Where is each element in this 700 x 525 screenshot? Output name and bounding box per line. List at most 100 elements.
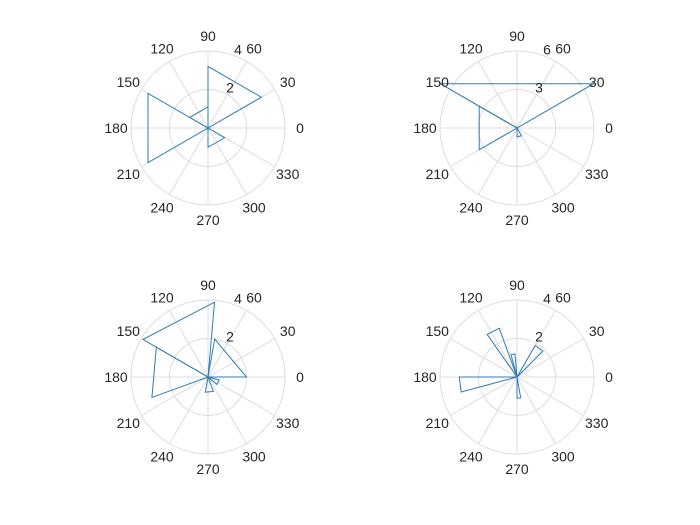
theta-tick-label: 60 [246, 289, 262, 305]
histogram-bin-4 [458, 376, 518, 393]
histogram-bin-4 [207, 127, 226, 149]
theta-tick-label: 300 [242, 200, 266, 216]
histogram-bin-5 [207, 376, 220, 386]
grid-spoke [478, 376, 518, 444]
theta-tick-label: 240 [459, 449, 483, 465]
theta-tick-label: 120 [459, 40, 483, 56]
theta-tick-label: 0 [296, 369, 304, 385]
theta-tick-label: 120 [459, 289, 483, 305]
theta-tick-label: 180 [413, 369, 437, 385]
grid-spoke [169, 310, 209, 378]
theta-tick-label: 120 [150, 40, 174, 56]
grid-spoke [207, 127, 247, 195]
grid-spoke [516, 376, 584, 416]
grid-spoke [207, 376, 275, 416]
grid-spoke [207, 338, 275, 378]
histogram-bin-3 [151, 346, 210, 399]
theta-tick-label: 0 [605, 120, 613, 136]
theta-tick-label: 300 [242, 449, 266, 465]
theta-tick-label: 180 [413, 120, 437, 136]
r-tick-label: 3 [535, 79, 543, 95]
histogram-bin-2 [188, 105, 209, 129]
theta-tick-label: 330 [585, 166, 609, 182]
theta-tick-label: 60 [555, 40, 571, 56]
histogram-bin-5 [516, 376, 522, 399]
theta-tick-label: 210 [117, 415, 141, 431]
grid-spoke [207, 376, 247, 444]
polar-subplot-2: 0 30 60 90 120 150 180 210 240 270 300 330 3 6 [413, 28, 613, 228]
grid-spoke [516, 127, 584, 167]
theta-tick-label: 210 [117, 166, 141, 182]
theta-tick-label: 150 [117, 74, 141, 90]
grid-spoke [141, 376, 209, 416]
grid-spoke [478, 61, 518, 129]
theta-tick-label: 300 [551, 200, 575, 216]
grid-spoke [478, 310, 518, 378]
histogram-bin-1 [207, 337, 248, 378]
theta-tick-label: 90 [509, 28, 525, 44]
theta-tick-label: 270 [196, 212, 220, 228]
theta-tick-label: 180 [104, 120, 128, 136]
r-tick-label: 4 [234, 291, 242, 307]
theta-tick-label: 90 [509, 277, 525, 293]
grid-spoke [516, 61, 556, 129]
theta-tick-label: 60 [555, 289, 571, 305]
grid-spoke [169, 61, 209, 129]
theta-tick-label: 300 [551, 449, 575, 465]
theta-tick-label: 330 [276, 166, 300, 182]
polar-subplot-1: 0 30 60 90 120 150 180 210 240 270 300 330 2 4 [104, 28, 304, 228]
theta-tick-label: 210 [426, 166, 450, 182]
theta-tick-label: 270 [505, 212, 529, 228]
histogram-bin-3 [486, 327, 518, 378]
histogram-bin-3 [147, 92, 210, 164]
polar-subplot-4: 0 30 60 90 120 150 180 210 240 270 300 330 2 4 [413, 277, 613, 477]
theta-tick-label: 150 [426, 74, 450, 90]
grid-spoke [207, 61, 247, 129]
theta-tick-label: 30 [280, 74, 296, 90]
polar-subplot-3: 0 30 60 90 120 150 180 210 240 270 300 330 2 4 [104, 277, 304, 477]
r-tick-label: 4 [543, 291, 551, 307]
theta-tick-label: 240 [150, 449, 174, 465]
r-tick-label: 6 [543, 42, 551, 58]
theta-tick-label: 240 [150, 200, 174, 216]
theta-tick-label: 60 [246, 40, 262, 56]
theta-tick-label: 0 [296, 120, 304, 136]
theta-tick-label: 90 [200, 28, 216, 44]
theta-tick-label: 210 [426, 415, 450, 431]
theta-tick-label: 120 [150, 289, 174, 305]
r-tick-label: 2 [535, 328, 543, 344]
theta-tick-label: 270 [505, 461, 529, 477]
histogram-bin-1 [516, 344, 544, 378]
histogram-bin-3 [516, 126, 523, 138]
theta-tick-label: 240 [459, 200, 483, 216]
histogram-bin-1 [207, 65, 263, 129]
histogram-bin-4 [204, 375, 214, 393]
r-tick-label: 2 [226, 328, 234, 344]
grid-spoke [450, 376, 518, 416]
grid-spoke [207, 310, 247, 378]
r-tick-label: 2 [226, 79, 234, 95]
theta-tick-label: 90 [200, 277, 216, 293]
theta-tick-label: 180 [104, 369, 128, 385]
grid-spoke [450, 338, 518, 378]
theta-tick-label: 150 [117, 323, 141, 339]
histogram-bin-1 [438, 83, 596, 129]
histogram-bin-2 [510, 353, 518, 378]
grid-spoke [516, 338, 584, 378]
grid-spoke [516, 376, 556, 444]
theta-tick-label: 0 [605, 369, 613, 385]
theta-tick-label: 330 [276, 415, 300, 431]
r-tick-label: 4 [234, 42, 242, 58]
grid-spoke [169, 376, 209, 444]
grid-spoke [478, 127, 518, 195]
theta-tick-label: 150 [426, 323, 450, 339]
histogram-bin-2 [141, 301, 216, 378]
histogram-bin-2 [478, 105, 518, 151]
grid-spoke [169, 127, 209, 195]
theta-tick-label: 330 [585, 415, 609, 431]
grid-spoke [516, 127, 556, 195]
theta-tick-label: 30 [589, 323, 605, 339]
theta-tick-label: 30 [589, 74, 605, 90]
theta-tick-label: 30 [280, 323, 296, 339]
